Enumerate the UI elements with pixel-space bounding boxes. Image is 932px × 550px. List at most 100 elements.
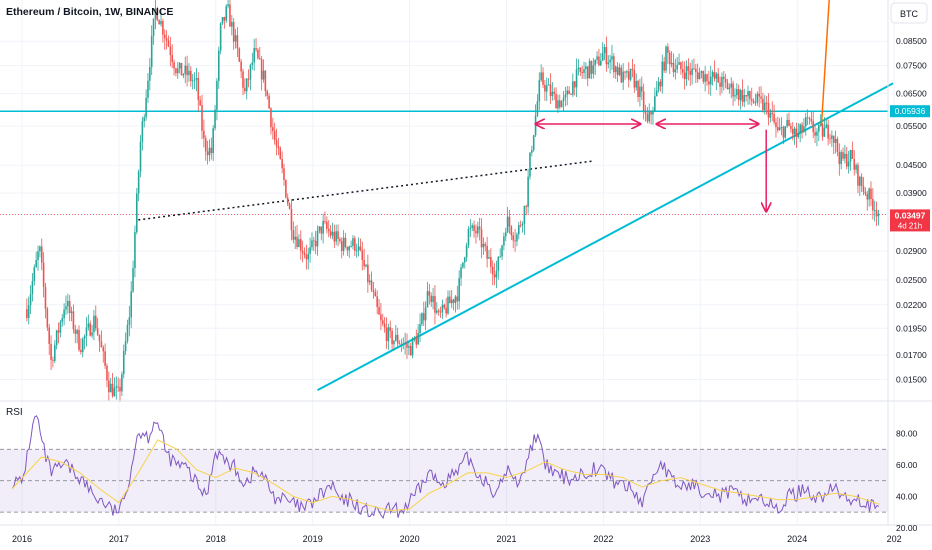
candle-body — [340, 241, 343, 251]
candle-body — [463, 257, 466, 263]
candle-body — [827, 124, 829, 139]
candle-body — [860, 176, 863, 187]
candle-body — [35, 259, 37, 268]
candle-body — [272, 127, 274, 131]
candle-body — [163, 34, 166, 39]
candle-body — [348, 246, 351, 251]
candle-body — [122, 351, 125, 375]
candle-body — [799, 124, 801, 133]
candle-body — [203, 130, 205, 139]
rsi-pane[interactable] — [0, 415, 888, 520]
candle-body — [536, 101, 539, 116]
candle-body — [853, 158, 856, 170]
price-tick-label: 0.01950 — [896, 323, 927, 333]
candle-body — [687, 66, 690, 71]
candle-body — [503, 236, 505, 246]
candle-body — [80, 349, 82, 353]
candle-body — [296, 236, 298, 247]
candle-body — [434, 296, 436, 313]
candle-body — [683, 72, 686, 80]
candle-body — [732, 83, 734, 97]
candle-body — [613, 56, 615, 73]
candle-body — [275, 140, 278, 147]
candle-body — [117, 386, 119, 388]
currency-button[interactable] — [890, 2, 928, 24]
candle-body — [804, 117, 807, 127]
candle-body — [273, 130, 276, 141]
candle-body — [566, 90, 569, 95]
candle-body — [383, 323, 386, 328]
price-tick-label: 0.03900 — [896, 188, 927, 198]
candle-body — [795, 128, 798, 137]
candle-body — [27, 305, 30, 319]
candle-body — [819, 124, 822, 126]
candle-body — [592, 65, 595, 74]
candle-body — [784, 126, 787, 138]
candle-body — [460, 267, 462, 279]
candle-body — [851, 150, 854, 159]
candle-body — [829, 138, 831, 140]
candle-body — [544, 84, 546, 92]
candle-body — [67, 301, 69, 307]
candle-body — [242, 71, 244, 88]
candle-body — [762, 98, 764, 111]
candle-body — [354, 238, 356, 251]
candle-body — [378, 306, 380, 315]
candle-body — [331, 231, 334, 236]
candle-body — [176, 68, 179, 74]
candle-body — [475, 230, 477, 234]
candle-body — [803, 126, 805, 132]
candle-body — [482, 243, 485, 248]
candle-body — [445, 307, 447, 314]
candle-body — [81, 338, 84, 353]
candle-body — [750, 99, 753, 101]
time-tick-label: 202 — [887, 534, 902, 544]
candle-body — [741, 90, 744, 102]
price-pane[interactable] — [0, 0, 888, 400]
candle-body — [618, 67, 621, 75]
candle-body — [210, 147, 213, 154]
candle-body — [83, 335, 86, 339]
rsi-tick-label: 40.00 — [896, 491, 918, 501]
candle-body — [583, 69, 585, 73]
candle-body — [581, 71, 583, 73]
candle-body — [754, 102, 757, 104]
candle-body — [372, 289, 375, 292]
candle-body — [706, 74, 708, 82]
last-price-badge — [890, 209, 930, 232]
candles — [26, 0, 880, 402]
candle-body — [501, 245, 503, 257]
price-tick-label: 0.06500 — [896, 89, 927, 99]
candle-body — [160, 21, 162, 25]
candle-body — [521, 223, 524, 226]
candle-body — [700, 71, 703, 73]
candle-body — [698, 72, 701, 80]
candle-body — [491, 266, 494, 275]
candle-body — [199, 100, 201, 106]
candle-body — [737, 89, 740, 100]
candle-body — [52, 359, 54, 361]
level-price-badge — [890, 105, 930, 118]
candle-body — [862, 186, 865, 193]
candle-body — [305, 254, 308, 260]
candle-body — [657, 81, 660, 91]
rsi-tick-label: 80.00 — [896, 429, 918, 439]
candle-body — [516, 234, 518, 242]
candle-body — [588, 60, 591, 79]
candle-body — [635, 80, 637, 88]
candle-body — [197, 77, 200, 101]
candle-body — [722, 76, 725, 80]
price-tick-label: 0.02900 — [896, 246, 927, 256]
candle-body — [775, 122, 777, 128]
candle-body — [33, 267, 36, 282]
candle-body — [167, 40, 170, 47]
candle-body — [704, 74, 706, 82]
candle-body — [504, 232, 507, 237]
candle-body — [87, 323, 90, 328]
candle-body — [94, 315, 97, 329]
candle-body — [715, 73, 718, 79]
candle-body — [286, 197, 289, 204]
candle-body — [547, 84, 550, 86]
candle-body — [389, 327, 392, 331]
